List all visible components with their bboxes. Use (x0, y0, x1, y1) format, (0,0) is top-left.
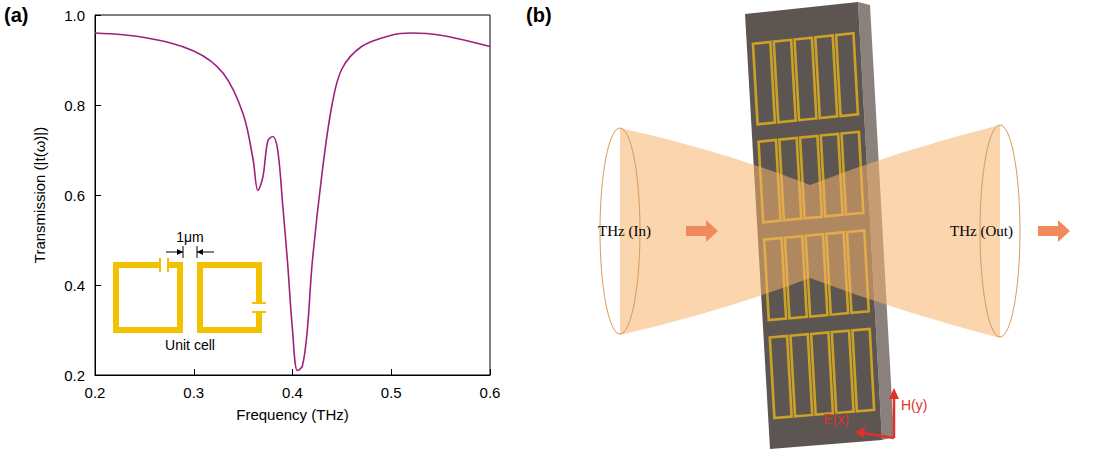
svg-text:E(x): E(x) (823, 411, 849, 427)
svg-text:Frequency (THz): Frequency (THz) (236, 406, 349, 423)
svg-text:0.4: 0.4 (282, 384, 303, 401)
svg-text:0.5: 0.5 (381, 384, 402, 401)
svg-text:THz (In): THz (In) (598, 223, 651, 240)
svg-text:0.4: 0.4 (64, 277, 85, 294)
svg-text:Transmission (|t(ω)|): Transmission (|t(ω)|) (31, 127, 48, 263)
svg-text:0.8: 0.8 (64, 97, 85, 114)
svg-text:0.6: 0.6 (64, 187, 85, 204)
svg-text:0.2: 0.2 (85, 384, 106, 401)
svg-text:0.3: 0.3 (183, 384, 204, 401)
svg-text:Unit cell: Unit cell (165, 337, 215, 353)
svg-text:(b): (b) (526, 4, 552, 26)
svg-text:THz (Out): THz (Out) (950, 223, 1013, 240)
svg-text:H(y): H(y) (901, 397, 927, 413)
svg-text:0.2: 0.2 (64, 367, 85, 384)
svg-text:(a): (a) (4, 4, 28, 26)
svg-text:1.0: 1.0 (64, 7, 85, 24)
svg-text:0.6: 0.6 (480, 384, 501, 401)
svg-text:1μm: 1μm (176, 229, 204, 245)
